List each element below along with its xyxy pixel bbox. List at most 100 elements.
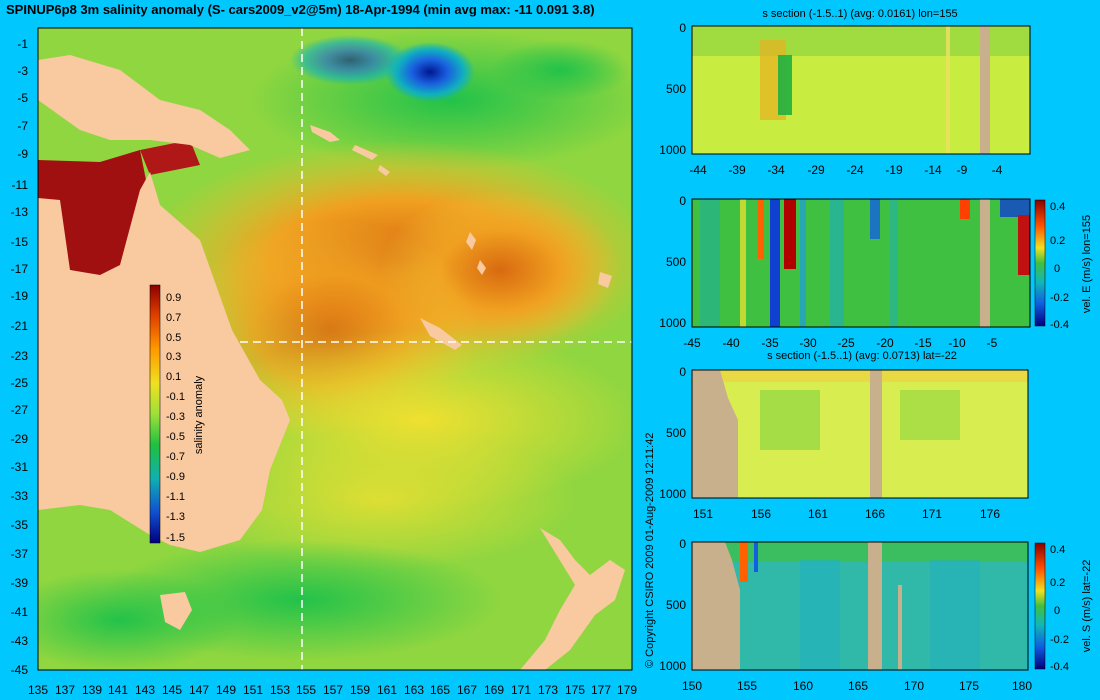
colorbar-tick: -0.3 [166, 411, 185, 423]
colorbar-label: salinity anomaly [193, 375, 205, 454]
panel2-ytick: 1000 [659, 316, 686, 330]
panel4-xtick: 170 [904, 679, 924, 693]
colorbar-tick: -1.1 [166, 491, 185, 503]
panel2-xtick: -10 [948, 336, 966, 350]
main-map: -1 -3 -5 -7 -9 -11 -13 -15 -17 -19 -21 -… [11, 27, 637, 697]
panel1-xtick: -44 [689, 163, 707, 177]
lon-tick: 137 [55, 683, 75, 697]
panel2-xtick: -15 [914, 336, 932, 350]
colorbar-tick: 0.7 [166, 312, 181, 324]
panel1-xtick: -29 [807, 163, 825, 177]
lon-tick: 153 [270, 683, 290, 697]
lat-tick: -25 [11, 376, 29, 390]
panel4-cbar-label: vel. S (m/s) lat=-22 [1081, 560, 1093, 653]
panel1-ytick: 0 [679, 21, 686, 35]
panel4-cbar-tick: 0 [1054, 605, 1060, 617]
panel3-xtick: 171 [922, 507, 942, 521]
colorbar-tick: -0.9 [166, 471, 185, 483]
panel2-cbar-tick: 0.4 [1050, 201, 1065, 213]
panel1-ytick: 500 [666, 82, 686, 96]
lon-tick: 161 [377, 683, 397, 697]
lon-tick: 141 [108, 683, 128, 697]
panel3-xtick: 176 [980, 507, 1000, 521]
panel2-ytick: 0 [679, 194, 686, 208]
panel3-xtick: 151 [693, 507, 713, 521]
salinity-colorbar: 0.9 0.7 0.5 0.3 0.1 -0.1 -0.3 -0.5 -0.7 … [149, 284, 205, 544]
panel4-ytick: 0 [679, 537, 686, 551]
lon-axis: 135 137 139 141 143 145 147 149 151 153 … [28, 683, 637, 697]
lon-tick: 163 [404, 683, 424, 697]
panel1-ytick: 1000 [659, 143, 686, 157]
panel2-xtick: -35 [761, 336, 779, 350]
lon-tick: 177 [591, 683, 611, 697]
colorbar-tick: 0.3 [166, 351, 181, 363]
panel4-xtick: 155 [737, 679, 757, 693]
panel2-ytick: 500 [666, 255, 686, 269]
panel3-ytick: 1000 [659, 487, 686, 501]
panel2-cbar-label: vel. E (m/s) lon=155 [1081, 215, 1093, 313]
panel1-xtick: -19 [885, 163, 903, 177]
lat-tick: -7 [17, 119, 28, 133]
lat-tick: -39 [11, 576, 29, 590]
lat-tick: -29 [11, 432, 29, 446]
panel4-ytick: 500 [666, 598, 686, 612]
lat-tick: -43 [11, 634, 29, 648]
lon-tick: 175 [565, 683, 585, 697]
panel4-cbar-tick: 0.2 [1050, 577, 1065, 589]
lat-tick: -45 [11, 663, 29, 677]
panel2-xtick: -40 [722, 336, 740, 350]
lat-tick: -27 [11, 403, 29, 417]
figure-title: SPINUP6p8 3m salinity anomaly (S- cars20… [6, 2, 595, 17]
colorbar-tick: -0.7 [166, 451, 185, 463]
panel2-xtick: -30 [799, 336, 817, 350]
lon-tick: 143 [135, 683, 155, 697]
new-zealand-landmass [520, 528, 625, 670]
panel4-cbar-tick: -0.4 [1050, 661, 1069, 673]
copyright-notice: © Copyright CSIRO 2009 01-Aug-2009 12:11… [644, 432, 656, 668]
panel1-xtick: -9 [957, 163, 968, 177]
lat-tick: -17 [11, 262, 29, 276]
lon-tick: 159 [350, 683, 370, 697]
tasmania-landmass [160, 592, 192, 630]
lat-tick: -9 [17, 147, 28, 161]
lat-tick: -1 [17, 37, 28, 51]
lon-tick: 179 [617, 683, 637, 697]
panel3-title: s section (-1.5..1) (avg: 0.0713) lat=-2… [767, 350, 957, 362]
panel2-cbar-tick: -0.2 [1050, 292, 1069, 304]
lat-tick: -21 [11, 319, 29, 333]
panel3-xtick: 156 [751, 507, 771, 521]
lon-tick: 155 [296, 683, 316, 697]
lat-tick: -11 [12, 178, 29, 192]
lon-tick: 139 [82, 683, 102, 697]
lat-tick: -5 [17, 91, 28, 105]
colorbar-tick: -1.3 [166, 511, 185, 523]
panel1-xtick: -4 [992, 163, 1003, 177]
panel1-xtick: -34 [767, 163, 785, 177]
panel2-cbar-tick: 0.2 [1050, 235, 1065, 247]
panel2-xtick: -25 [837, 336, 855, 350]
new-guinea-landmass [38, 55, 250, 158]
panel4-xtick: 150 [682, 679, 702, 693]
panel-vel-south-lat-22: 0 500 1000 150 155 160 165 170 175 180 0… [659, 537, 1093, 693]
panel-salinity-lon155: s section (-1.5..1) (avg: 0.0161) lon=15… [659, 8, 1031, 177]
panel2-xtick: -45 [683, 336, 701, 350]
panel4-xtick: 165 [848, 679, 868, 693]
colorbar-tick: -0.5 [166, 431, 185, 443]
lat-tick: -35 [11, 518, 29, 532]
panel3-ytick: 0 [679, 365, 686, 379]
lon-tick: 173 [538, 683, 558, 697]
colorbar-tick: 0.1 [166, 371, 181, 383]
panel4-ytick: 1000 [659, 659, 686, 673]
colorbar-tick: -0.1 [166, 391, 185, 403]
lat-tick: -15 [11, 235, 29, 249]
lon-tick: 147 [189, 683, 209, 697]
panel2-cbar-tick: -0.4 [1050, 319, 1069, 331]
panel2-cbar-tick: 0 [1054, 263, 1060, 275]
panel1-xtick: -14 [924, 163, 942, 177]
panel-vel-east-lon155: 0 500 1000 -45 -40 -35 -30 -25 -20 -15 -… [659, 194, 1093, 350]
panel4-xtick: 180 [1012, 679, 1032, 693]
panel-salinity-lat-22: s section (-1.5..1) (avg: 0.0713) lat=-2… [659, 350, 1029, 521]
panel1-xtick: -39 [728, 163, 746, 177]
lat-tick: -3 [17, 64, 28, 78]
